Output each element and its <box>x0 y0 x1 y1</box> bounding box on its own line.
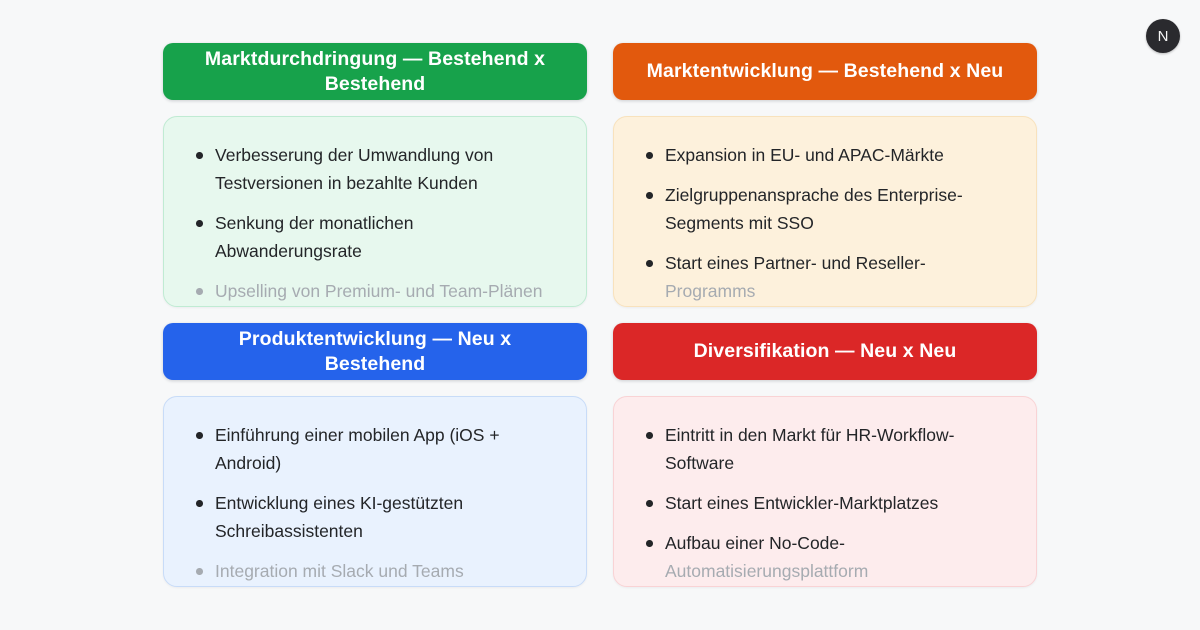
ansoff-matrix-grid: Marktdurchdringung — Bestehend x Bestehe… <box>163 43 1037 587</box>
bullet-item-faded: Integration mit Slack und Teams <box>194 557 562 585</box>
bullet-text: Start eines Partner- und Reseller- <box>665 253 926 273</box>
bullet-item: Zielgruppenansprache des Enterprise-Segm… <box>644 181 1012 237</box>
quadrant-header-market-penetration: Marktdurchdringung — Bestehend x Bestehe… <box>163 43 587 100</box>
bullet-list: Verbesserung der Umwandlung von Testvers… <box>194 141 562 305</box>
brand-logo-badge: N <box>1146 19 1180 53</box>
bullet-text: Aufbau einer No-Code- <box>665 533 845 553</box>
quadrant-title: Marktentwicklung — Bestehend x Neu <box>646 60 1004 82</box>
bullet-item: Senkung der monatlichen Abwanderungsrate <box>194 209 562 265</box>
quadrant-title: Produktentwicklung — Neu x Bestehend <box>238 327 512 375</box>
quadrant-header-market-development: Marktentwicklung — Bestehend x Neu <box>613 43 1037 100</box>
bullet-list: Expansion in EU- und APAC-Märkte Zielgru… <box>644 141 1012 305</box>
quadrant-box-market-penetration: Verbesserung der Umwandlung von Testvers… <box>163 116 587 307</box>
bullet-item-partially-faded: Aufbau einer No-Code- Automatisierungspla… <box>644 529 1012 585</box>
bullet-list: Eintritt in den Markt für HR-Workflow-So… <box>644 421 1012 585</box>
bullet-list: Einführung einer mobilen App (iOS + Andr… <box>194 421 562 585</box>
quadrant-header-diversification: Diversifikation — Neu x Neu <box>613 323 1037 380</box>
bullet-text-faded: Programms <box>665 281 756 301</box>
bullet-item: Entwicklung eines KI-gestützten Schreiba… <box>194 489 562 545</box>
quadrant-box-product-development: Einführung einer mobilen App (iOS + Andr… <box>163 396 587 587</box>
quadrant-box-diversification: Eintritt in den Markt für HR-Workflow-So… <box>613 396 1037 587</box>
brand-logo-letter: N <box>1157 27 1169 45</box>
bullet-item-partially-faded: Start eines Partner- und Reseller- Progra… <box>644 249 1012 305</box>
bullet-item: Eintritt in den Markt für HR-Workflow-So… <box>644 421 1012 477</box>
bullet-item: Start eines Entwickler-Marktplatzes <box>644 489 1012 517</box>
quadrant-box-market-development: Expansion in EU- und APAC-Märkte Zielgru… <box>613 116 1037 307</box>
bullet-item: Expansion in EU- und APAC-Märkte <box>644 141 1012 169</box>
quadrant-header-product-development: Produktentwicklung — Neu x Bestehend <box>163 323 587 380</box>
bullet-text-faded: Automatisierungsplattform <box>665 561 869 581</box>
quadrant-title: Diversifikation — Neu x Neu <box>693 340 957 362</box>
quadrant-title: Marktdurchdringung — Bestehend x Bestehe… <box>204 47 546 95</box>
bullet-item-faded: Upselling von Premium- und Team-Plänen <box>194 277 562 305</box>
bullet-item: Einführung einer mobilen App (iOS + Andr… <box>194 421 562 477</box>
bullet-item: Verbesserung der Umwandlung von Testvers… <box>194 141 562 197</box>
